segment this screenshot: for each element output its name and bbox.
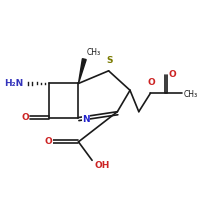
Text: O: O — [169, 70, 177, 79]
Text: O: O — [44, 137, 52, 146]
Text: CH₃: CH₃ — [86, 48, 100, 57]
Text: H₂N: H₂N — [4, 79, 23, 88]
Text: S: S — [106, 56, 113, 65]
Text: OH: OH — [94, 161, 109, 170]
Polygon shape — [78, 59, 86, 83]
Text: O: O — [21, 113, 29, 122]
Text: O: O — [148, 78, 155, 87]
Text: N: N — [82, 115, 90, 124]
Text: CH₃: CH₃ — [184, 90, 198, 99]
